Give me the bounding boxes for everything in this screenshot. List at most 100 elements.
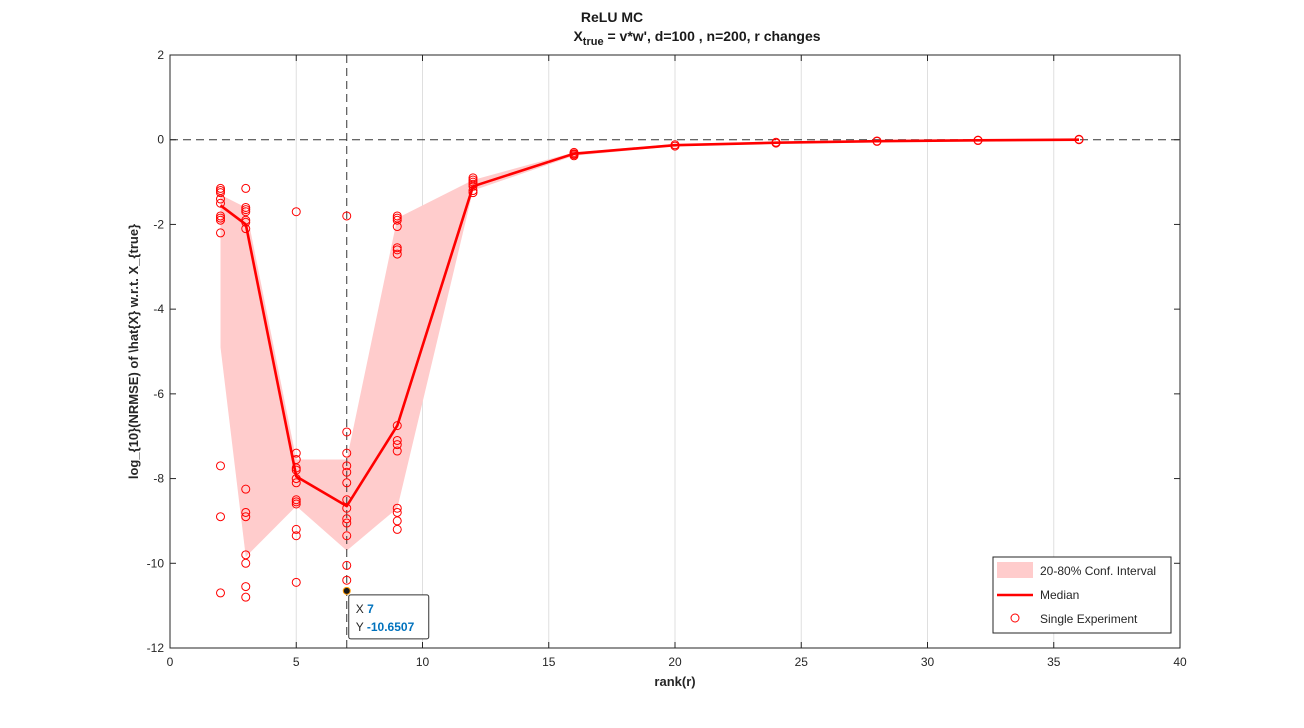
y-tick-label: -6 bbox=[153, 387, 164, 401]
experiment-point bbox=[342, 467, 352, 477]
experiment-point bbox=[291, 495, 301, 505]
y-tick-label: -2 bbox=[153, 217, 164, 231]
median-line bbox=[219, 138, 1080, 508]
experiment-point bbox=[291, 478, 301, 488]
experiment-point bbox=[392, 222, 402, 232]
experiment-point bbox=[216, 461, 225, 471]
experiment-point bbox=[216, 211, 225, 221]
datatip-y-row: Y -10.6507 bbox=[356, 620, 415, 634]
legend: 20-80% Conf. Interval Median Single Experi… bbox=[992, 556, 1172, 634]
datatip-x-label: X bbox=[356, 602, 367, 616]
experiment-point bbox=[342, 575, 352, 585]
x-tick-label: 35 bbox=[1047, 655, 1061, 669]
legend-label: Single Experiment bbox=[1040, 612, 1138, 626]
chart-title: ReLU MC bbox=[580, 9, 644, 25]
x-tick-label: 0 bbox=[167, 655, 174, 669]
experiment-point bbox=[342, 478, 352, 488]
experiment-point bbox=[241, 217, 251, 227]
x-tick-label: 25 bbox=[795, 655, 809, 669]
y-axis-label: log_{10}(NRMSE) of \hat{X} w.r.t. X_{tru… bbox=[126, 224, 141, 479]
subtitle-subscript: true bbox=[582, 35, 604, 48]
experiment-point bbox=[342, 560, 352, 570]
x-tick-label: 5 bbox=[293, 655, 300, 669]
experiment-point bbox=[392, 215, 402, 225]
experiment-point bbox=[342, 427, 352, 437]
experiment-point bbox=[216, 188, 225, 198]
experiment-point bbox=[216, 194, 225, 204]
datatip-marker bbox=[342, 586, 351, 595]
experiment-point bbox=[291, 499, 301, 509]
experiment-point bbox=[291, 463, 301, 473]
subtitle-x: X bbox=[573, 28, 583, 44]
experiment-point bbox=[468, 186, 478, 196]
y-tick-label: -8 bbox=[153, 472, 164, 486]
legend-label: Median bbox=[1040, 588, 1079, 602]
x-tick-label: 30 bbox=[921, 655, 935, 669]
experiment-point bbox=[291, 474, 301, 484]
experiment-point bbox=[291, 448, 301, 458]
datatip: X 7Y -10.6507 bbox=[348, 594, 430, 640]
experiment-point bbox=[392, 440, 402, 450]
experiment-point bbox=[468, 188, 478, 198]
experiment-point bbox=[468, 181, 478, 191]
experiment-point bbox=[342, 448, 352, 458]
experiment-point bbox=[973, 136, 983, 146]
x-tick-label: 15 bbox=[542, 655, 556, 669]
experiment-point bbox=[216, 215, 225, 225]
experiment-point bbox=[241, 484, 251, 494]
experiment-point bbox=[392, 503, 402, 513]
subtitle-suffix: = v*w', d=100 , n=200, r changes bbox=[603, 28, 821, 44]
datatip-x-value: 7 bbox=[367, 602, 374, 616]
experiment-point bbox=[291, 497, 301, 507]
y-tick-label: -12 bbox=[147, 641, 165, 655]
experiment-point bbox=[241, 205, 251, 215]
experiment-point bbox=[392, 243, 402, 253]
datatip-y-label: Y bbox=[356, 620, 367, 634]
experiment-point bbox=[342, 461, 352, 471]
experiment-point bbox=[392, 249, 402, 259]
x-tick-label: 10 bbox=[416, 655, 430, 669]
experiment-point bbox=[1074, 134, 1084, 144]
experiment-point bbox=[291, 577, 301, 587]
experiment-point bbox=[291, 531, 301, 541]
experiment-point bbox=[569, 151, 579, 161]
chart-subtitle: Xtrue = v*w', d=100 , n=200, r changes bbox=[0, 28, 1304, 48]
legend-band-swatch bbox=[997, 562, 1033, 578]
experiment-point bbox=[241, 507, 251, 517]
experiment-point bbox=[241, 224, 251, 234]
experiment-point bbox=[291, 207, 301, 217]
experiment-point bbox=[291, 524, 301, 534]
experiment-point bbox=[241, 512, 251, 522]
y-tick-label: 0 bbox=[157, 133, 164, 147]
experiment-point bbox=[241, 582, 251, 592]
experiment-point bbox=[241, 183, 251, 193]
legend-label: 20-80% Conf. Interval bbox=[1040, 564, 1156, 578]
experiment-point bbox=[241, 592, 251, 602]
experiment-point bbox=[342, 518, 352, 528]
experiment-point bbox=[216, 228, 225, 238]
experiment-point bbox=[216, 183, 225, 193]
legend-point-swatch bbox=[1010, 613, 1020, 623]
experiment-point bbox=[216, 588, 225, 598]
experiment-point bbox=[342, 531, 352, 541]
experiment-point bbox=[342, 514, 352, 524]
experiment-point bbox=[241, 202, 251, 212]
experiment-point bbox=[392, 245, 402, 255]
datatip-box bbox=[348, 594, 430, 640]
x-axis-label: rank(r) bbox=[654, 674, 695, 689]
experiment-point bbox=[872, 136, 882, 146]
datatip-y-value: -10.6507 bbox=[367, 620, 415, 634]
experiment-point bbox=[241, 558, 251, 568]
experiment-point bbox=[216, 512, 225, 522]
experiment-point bbox=[392, 421, 402, 431]
y-tick-label: -10 bbox=[147, 556, 165, 570]
experiment-point bbox=[392, 524, 402, 534]
experiment-point bbox=[216, 213, 225, 223]
confidence-band bbox=[220, 139, 1079, 557]
experiment-point bbox=[342, 503, 352, 513]
x-tick-label: 20 bbox=[668, 655, 682, 669]
datatip-x-row: X 7 bbox=[356, 602, 374, 616]
y-tick-label: -4 bbox=[153, 302, 164, 316]
